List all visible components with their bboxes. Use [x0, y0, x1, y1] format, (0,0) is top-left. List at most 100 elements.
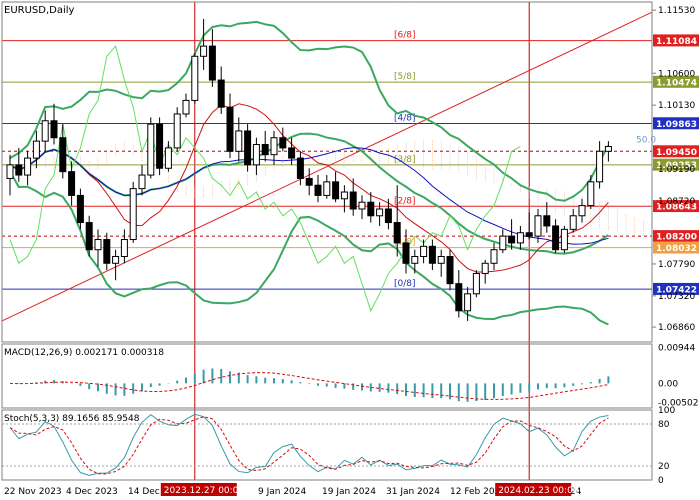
stoch-tick-label: 0 [658, 476, 664, 486]
price-tick-label: 1.10130 [658, 101, 695, 111]
candle-body [156, 123, 164, 169]
murrey-label: [7/8] [394, 0, 416, 2]
candle-body [367, 201, 375, 217]
candle-body [428, 245, 436, 264]
price-tag-label: 1.09450 [656, 148, 697, 158]
date-label: 31 Jan 2024 [386, 487, 440, 497]
candle-body [384, 208, 392, 224]
candle-body [569, 215, 577, 230]
price-tag-label: 1.10474 [656, 78, 697, 88]
price-tag-bg [653, 200, 699, 213]
stoch-label: Stoch(5,3,3) 89.1656 85.9548 [4, 414, 140, 424]
candle-body [437, 255, 445, 264]
tenkan-line [9, 103, 609, 273]
candle-body [217, 79, 225, 108]
candle-body [50, 120, 58, 139]
price-tick-label: 1.06860 [658, 323, 695, 333]
stoch-d [9, 416, 609, 475]
candle-body [499, 235, 507, 251]
candle-body [305, 177, 313, 186]
price-tag-label: 1.11084 [656, 37, 697, 47]
candle-body [604, 146, 612, 152]
date-label: 14 Dec 2023 [128, 487, 186, 497]
murrey-label: [3/8] [394, 155, 416, 165]
price-tag-bg [653, 241, 699, 254]
candle-body [41, 120, 49, 142]
candle-body [270, 137, 278, 156]
macd-label: MACD(12,26,9) 0.002171 0.000318 [4, 348, 164, 358]
candle-body [32, 140, 40, 159]
stoch-k [9, 413, 609, 476]
candle-body [349, 191, 357, 210]
candle-body [587, 181, 595, 207]
candle-body [226, 106, 234, 152]
candle-body [560, 228, 568, 251]
price-tag-label: 1.08200 [656, 233, 697, 243]
candle-body [208, 45, 216, 81]
candle-body [376, 208, 384, 217]
price-tag-label: 1.07422 [656, 285, 697, 295]
candle-body [358, 201, 366, 210]
date-label: 12 Feb 2024 [450, 487, 506, 497]
candle-body [525, 232, 533, 237]
murrey-label: [4/8] [394, 113, 416, 123]
macd-tick-label: 0.00 [658, 379, 678, 389]
stoch-tick-label: 100 [658, 406, 675, 416]
chikou-line [9, 45, 521, 313]
price-tag-bg [653, 75, 699, 88]
candle-body [15, 164, 23, 176]
candle-body [24, 157, 32, 176]
candle-body [340, 191, 348, 200]
candle-body [464, 293, 472, 312]
price-tags: 1.11084 1.10474 1.09863 1.09450 1.09253 1.086… [653, 34, 699, 295]
murrey-label: [6/8] [394, 31, 416, 41]
indicator-overlays [1, 11, 653, 326]
macd-panel: MACD(12,26,9) 0.002171 0.000318 0.00944 0.… [4, 344, 698, 409]
candle-body [138, 174, 146, 190]
candle-body [393, 222, 401, 244]
price-tag-bg [653, 34, 699, 47]
candle-body [85, 222, 93, 251]
fib-label: 50.0 [636, 135, 656, 145]
candle-body [534, 215, 542, 237]
candle-body [147, 123, 155, 176]
date-label: 4 Dec 2023 [66, 487, 118, 497]
candle-body [173, 113, 181, 149]
candle-body [296, 157, 304, 179]
candle-body [446, 255, 454, 285]
candle-body [120, 239, 128, 257]
candle-body [200, 45, 208, 57]
candle-body [516, 232, 524, 244]
price-tag-label: 1.09863 [656, 120, 697, 130]
price-tag-bg [653, 117, 699, 130]
candle-body [76, 194, 84, 224]
date-highlight-bg [160, 483, 237, 496]
candle-body [191, 55, 199, 101]
candle-body [164, 147, 172, 169]
candle-body [596, 150, 604, 183]
candle-body [279, 137, 287, 149]
candle-body [490, 249, 498, 264]
price-tag-label: 1.09253 [656, 161, 697, 171]
candle-body [288, 147, 296, 159]
price-tag-bg [653, 145, 699, 158]
price-tag-bg [653, 158, 699, 171]
candle-body [112, 255, 120, 264]
trend-line [1, 11, 653, 322]
candle-body [261, 144, 269, 156]
candle-body [543, 215, 551, 227]
date-label: 22 Nov 2023 [4, 487, 62, 497]
candle-body [244, 130, 252, 166]
candle-body [411, 255, 419, 264]
candle-body [314, 184, 322, 196]
candle-body [323, 181, 331, 196]
candle-body [252, 144, 260, 166]
candle-body [332, 181, 340, 200]
candle-body [68, 171, 76, 196]
candle-body [420, 245, 428, 257]
date-label: 9 Jan 2024 [258, 487, 306, 497]
kijun-line [9, 147, 609, 245]
date-highlight-label: 2024.02.23 00:00 [498, 486, 579, 496]
